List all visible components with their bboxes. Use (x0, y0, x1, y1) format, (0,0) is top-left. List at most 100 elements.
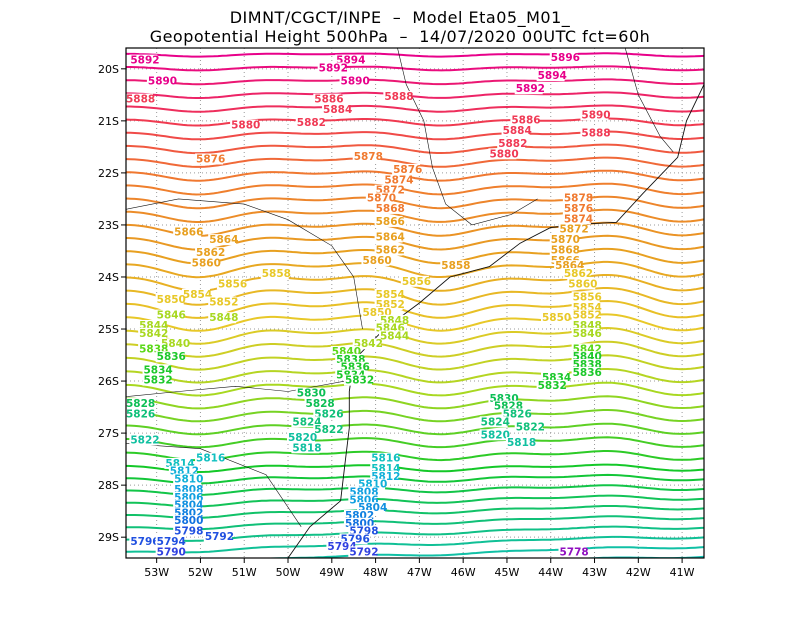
contour-label: 5864 (209, 234, 238, 246)
y-tick-label: 25S (98, 323, 119, 336)
contour-label: 5864 (376, 232, 405, 244)
contour-label-bg (370, 452, 399, 464)
contour-label-bg (562, 192, 591, 204)
contour-label-bg (208, 234, 237, 246)
x-tick-label: 50W (276, 566, 301, 579)
contour-label: 5852 (209, 297, 238, 309)
coastline-path (287, 84, 704, 558)
contour-label: 5890 (581, 109, 610, 121)
contour-label-bg (549, 234, 578, 246)
contour-label: 5876 (564, 203, 593, 215)
contour-label: 5800 (174, 515, 203, 527)
contour-label-bg (164, 457, 193, 469)
contour-label-bg (142, 374, 171, 386)
contour-label: 5888 (581, 127, 610, 139)
contour-label: 5798 (174, 526, 203, 538)
contour-label-bg (195, 153, 224, 165)
contour-label-bg (357, 478, 386, 490)
contour-label: 5876 (196, 153, 225, 165)
contour-label-bg (203, 530, 232, 542)
contour-line (126, 535, 704, 554)
contour-label-bg (287, 431, 316, 443)
contour-label-bg (374, 299, 403, 311)
contour-label-bg (440, 260, 469, 272)
x-tick-label: 53W (144, 566, 169, 579)
latitude-axis: 20S 21S 22S 23S 24S 25S 26S 27S 28S 29S (98, 63, 126, 544)
contour-label-bg (339, 75, 368, 87)
contour-label-bg (173, 507, 202, 519)
contour-label-bg (173, 483, 202, 495)
contour-line (126, 515, 704, 531)
contour-line (126, 409, 704, 423)
contour-label: 5862 (564, 268, 593, 280)
contour-label-bg (313, 93, 342, 105)
contour-label-bg (138, 327, 167, 339)
contour-label: 5820 (481, 429, 510, 441)
contour-label-bg (571, 366, 600, 378)
contour-label-bg (138, 320, 167, 332)
contour-label-bg (571, 309, 600, 321)
contour-line (126, 422, 704, 436)
y-tick-label: 21S (98, 115, 119, 128)
contour-label: 5824 (481, 416, 510, 428)
contour-line (126, 395, 704, 410)
contour-lines (117, 52, 708, 615)
contour-label-bg (173, 226, 202, 238)
x-tick-label: 51W (232, 566, 257, 579)
x-tick-label: 46W (451, 566, 476, 579)
contour-label-bg (374, 288, 403, 300)
contour-label-bg (536, 379, 565, 391)
contour-label-bg (365, 192, 394, 204)
y-tick-label: 24S (98, 271, 119, 284)
contour-label-bg (571, 291, 600, 303)
contour-label-bg (168, 465, 197, 477)
contour-label-bg (142, 364, 171, 376)
contour-label: 5822 (516, 422, 545, 434)
contour-label: 5810 (174, 474, 203, 486)
contour-label-bg (505, 437, 534, 449)
contour-label-bg (348, 525, 377, 537)
contour-label: 5888 (384, 91, 413, 103)
contour-label-bg (580, 109, 609, 121)
contour-line (126, 260, 704, 279)
contour-label-bg (374, 215, 403, 227)
contour-label-bg (571, 327, 600, 339)
contour-label-bg (549, 244, 578, 256)
contour-label: 5846 (157, 310, 186, 322)
contour-label-bg (370, 463, 399, 475)
contour-label: 5884 (323, 104, 352, 116)
contour-label: 5840 (161, 338, 190, 350)
contour-label-bg (571, 301, 600, 313)
contour-label: 5796 (130, 536, 159, 548)
contour-label-bg (173, 491, 202, 503)
contour-label-bg (155, 294, 184, 305)
contour-label-bg (558, 223, 587, 235)
chart-title-line-1: DIMNT/CGCT/INPE – Model Eta05_M01_ (229, 8, 571, 27)
contour-line (126, 65, 704, 72)
x-tick-label: 44W (538, 566, 563, 579)
contour-label-bg (479, 429, 508, 441)
contour-label: 5896 (551, 52, 580, 64)
contour-label-bg (549, 52, 578, 64)
contour-label-bg (374, 231, 403, 243)
contour-label-bg (195, 247, 224, 259)
contour-line (126, 313, 704, 332)
contour-label: 5880 (489, 148, 518, 160)
contour-label-bg (155, 546, 184, 558)
contour-label-bg (313, 408, 342, 420)
contour-label-bg (295, 117, 324, 129)
contour-label-bg (208, 312, 237, 324)
contour-line (126, 78, 704, 86)
contour-label-bg (383, 91, 412, 103)
contour-label-bg (374, 184, 403, 196)
contour-line (126, 195, 704, 210)
contour-line (117, 605, 708, 615)
contour-label: 5846 (573, 328, 602, 340)
contour-label-bg (155, 535, 184, 547)
contour-label-bg (216, 278, 245, 290)
contour-label: 5826 (126, 408, 155, 420)
contour-label-bg (160, 338, 189, 350)
contour-label-bg (562, 202, 591, 214)
contour-label: 5836 (573, 367, 602, 379)
contour-label-bg (479, 416, 508, 428)
